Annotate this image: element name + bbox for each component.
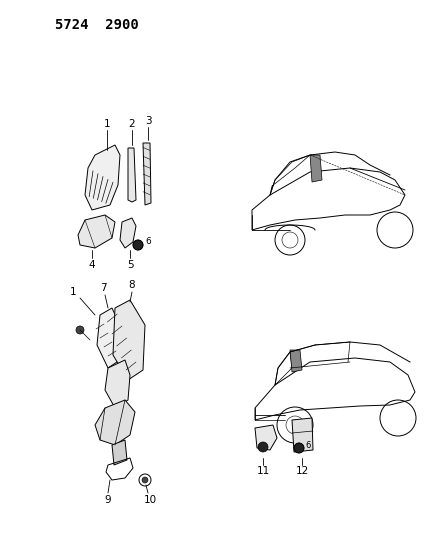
Text: 11: 11: [257, 466, 269, 476]
Circle shape: [133, 240, 143, 250]
Text: 1: 1: [69, 287, 76, 297]
Text: 12: 12: [296, 466, 308, 476]
Text: 2: 2: [129, 119, 135, 129]
Polygon shape: [310, 155, 322, 182]
Polygon shape: [143, 143, 151, 205]
Text: 5724  2900: 5724 2900: [55, 18, 139, 32]
Polygon shape: [112, 440, 127, 465]
Circle shape: [294, 443, 304, 453]
Text: 3: 3: [145, 116, 151, 126]
Polygon shape: [290, 350, 302, 372]
Polygon shape: [97, 308, 122, 368]
Polygon shape: [128, 148, 136, 202]
Text: 7: 7: [100, 283, 106, 293]
Polygon shape: [120, 218, 136, 248]
Polygon shape: [105, 360, 130, 408]
Text: 6: 6: [305, 440, 311, 449]
Text: 5: 5: [127, 260, 133, 270]
Polygon shape: [95, 400, 135, 445]
Text: 8: 8: [129, 280, 135, 290]
Text: 10: 10: [143, 495, 157, 505]
Circle shape: [258, 442, 268, 452]
Circle shape: [142, 477, 148, 483]
Circle shape: [76, 326, 84, 334]
Text: 4: 4: [89, 260, 95, 270]
Polygon shape: [78, 215, 115, 248]
Polygon shape: [113, 300, 145, 380]
Text: 1: 1: [104, 119, 110, 129]
Polygon shape: [85, 145, 120, 210]
Text: 9: 9: [105, 495, 111, 505]
Polygon shape: [255, 425, 277, 450]
Polygon shape: [292, 418, 313, 452]
Text: 6: 6: [145, 238, 151, 246]
